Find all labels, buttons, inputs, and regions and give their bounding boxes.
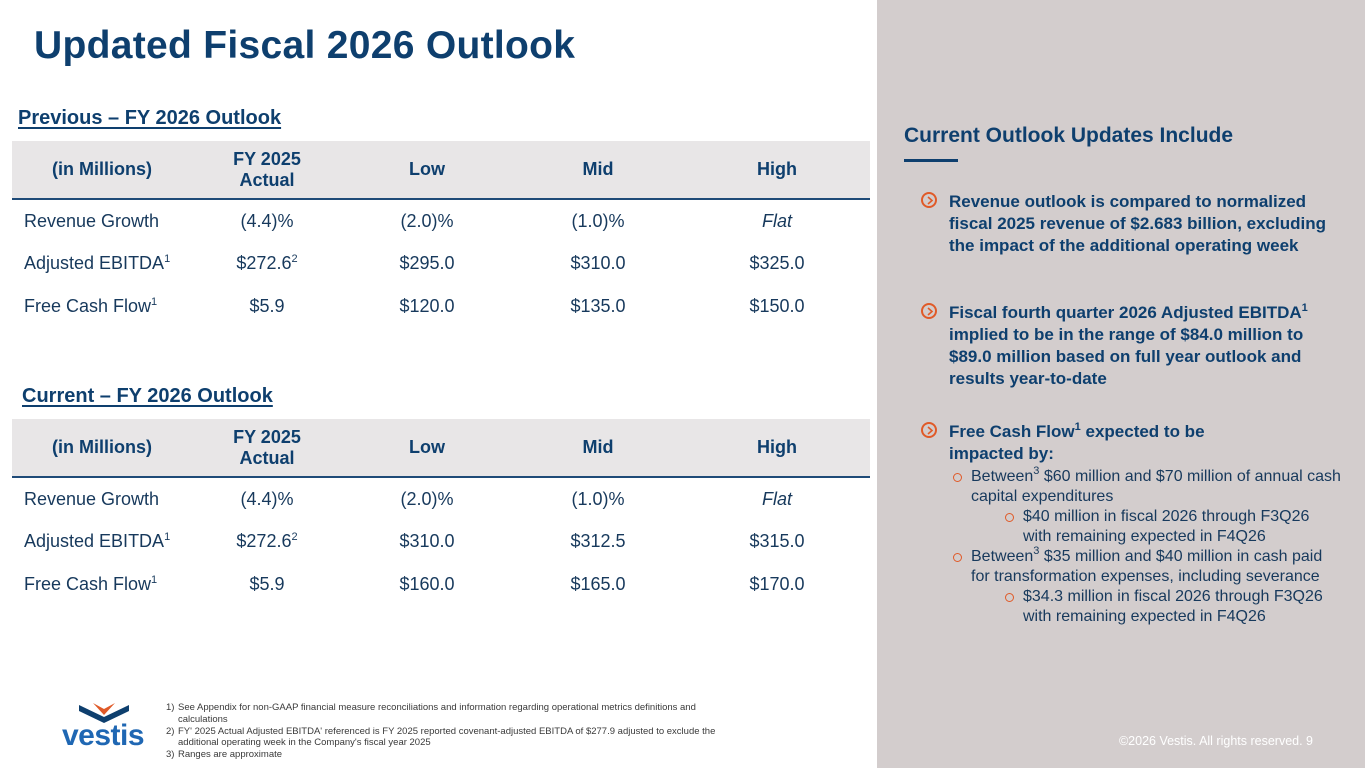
table-header-row: (in Millions) FY 2025 Actual Low Mid Hig… xyxy=(12,419,870,478)
header-cell: High xyxy=(684,141,870,200)
chevron-right-icon xyxy=(921,303,937,319)
row-label: Adjusted EBITDA1 xyxy=(24,253,171,273)
chevron-right-icon xyxy=(921,192,937,208)
current-outlook-heading: Current – FY 2026 Outlook xyxy=(22,385,273,407)
update-bullet-ebitda: Fiscal fourth quarter 2026 Adjusted EBIT… xyxy=(921,302,1341,390)
table-header-row: (in Millions) FY 2025 Actual Low Mid Hig… xyxy=(12,141,870,200)
actual-cell: (4.4)% xyxy=(240,210,294,231)
mid-cell: $165.0 xyxy=(570,574,626,594)
low-cell: (2.0)% xyxy=(400,488,454,509)
header-cell: FY 2025 Actual xyxy=(192,141,342,200)
table-row: Free Cash Flow1 $5.9 $120.0 $135.0 $150.… xyxy=(12,285,870,328)
table-row: Revenue Growth (4.4)% (2.0)% (1.0)% Flat xyxy=(12,477,870,520)
high-cell: Flat xyxy=(761,210,792,231)
mid-cell: $312.5 xyxy=(570,531,626,551)
chevron-right-icon xyxy=(921,422,937,438)
panel-heading-rule xyxy=(904,159,958,162)
update-bullet-revenue: Revenue outlook is compared to normalize… xyxy=(921,191,1341,257)
footnote: 2) FY' 2025 Actual Adjusted EBITDA' refer… xyxy=(166,725,716,749)
list-item: $34.3 million in fiscal 2026 through F3Q… xyxy=(1003,587,1341,627)
header-cell: (in Millions) xyxy=(12,141,192,200)
table-row: Adjusted EBITDA1 $272.62 $310.0 $312.5 $… xyxy=(12,520,870,563)
row-label: Free Cash Flow1 xyxy=(24,574,158,594)
high-cell: Flat xyxy=(761,488,792,509)
logo-wordmark: vestis xyxy=(62,719,145,752)
current-outlook-table: (in Millions) FY 2025 Actual Low Mid Hig… xyxy=(12,419,870,606)
mid-cell: (1.0)% xyxy=(571,488,625,509)
footnote: 3) Ranges are approximate xyxy=(166,749,283,761)
panel-heading: Current Outlook Updates Include xyxy=(904,124,1234,147)
row-label: Revenue Growth xyxy=(24,210,160,231)
table-row: Free Cash Flow1 $5.9 $160.0 $165.0 $170.… xyxy=(12,563,870,606)
header-cell: High xyxy=(684,419,870,478)
free-cash-flow-sub-list: Between3 $60 million and $70 million of … xyxy=(951,466,1341,627)
copyright-page-number: ©2026 Vestis. All rights reserved. 9 xyxy=(1118,734,1313,748)
right-panel xyxy=(877,0,1365,768)
mid-cell: $135.0 xyxy=(570,296,626,316)
low-cell: $120.0 xyxy=(399,296,455,316)
bullet-text: Fiscal fourth quarter 2026 Adjusted EBIT… xyxy=(949,302,1308,389)
table-row: Adjusted EBITDA1 $272.62 $295.0 $310.0 $… xyxy=(12,242,870,285)
high-cell: $150.0 xyxy=(749,296,805,316)
update-bullet-free-cash-flow: Free Cash Flow1 expected to be impacted … xyxy=(921,421,1341,627)
low-cell: $160.0 xyxy=(399,574,455,594)
low-cell: $310.0 xyxy=(399,531,455,551)
table-row: Revenue Growth (4.4)% (2.0)% (1.0)% Flat xyxy=(12,199,870,242)
previous-outlook-table: (in Millions) FY 2025 Actual Low Mid Hig… xyxy=(12,141,870,328)
row-label: Adjusted EBITDA1 xyxy=(24,531,171,551)
row-label: Revenue Growth xyxy=(24,488,160,509)
header-cell: Mid xyxy=(512,141,684,200)
high-cell: $170.0 xyxy=(749,574,805,594)
header-cell: Low xyxy=(342,141,512,200)
high-cell: $325.0 xyxy=(749,253,805,273)
header-cell: Low xyxy=(342,419,512,478)
low-cell: (2.0)% xyxy=(400,210,454,231)
list-item: $40 million in fiscal 2026 through F3Q26… xyxy=(1003,507,1341,547)
footnotes: 1) See Appendix for non-GAAP financial me… xyxy=(166,702,726,761)
bullet-text: Free Cash Flow1 expected to be impacted … xyxy=(949,421,1205,464)
previous-outlook-heading: Previous – FY 2026 Outlook xyxy=(18,107,282,129)
logo-mark-icon xyxy=(79,703,129,723)
actual-cell: (4.4)% xyxy=(240,488,294,509)
header-cell: Mid xyxy=(512,419,684,478)
high-cell: $315.0 xyxy=(749,531,805,551)
actual-cell: $5.9 xyxy=(249,296,285,316)
page-title: Updated Fiscal 2026 Outlook xyxy=(34,24,576,67)
footnote: 1) See Appendix for non-GAAP financial me… xyxy=(166,702,696,725)
actual-cell: $5.9 xyxy=(249,574,285,594)
vestis-logo: vestis xyxy=(62,703,146,752)
list-item: Between3 $35 million and $40 million in … xyxy=(951,546,1341,587)
list-item: Between3 $60 million and $70 million of … xyxy=(951,466,1341,507)
row-label: Free Cash Flow1 xyxy=(24,296,158,316)
low-cell: $295.0 xyxy=(399,253,455,273)
actual-cell: $272.62 xyxy=(236,253,298,273)
header-cell: (in Millions) xyxy=(12,419,192,478)
mid-cell: (1.0)% xyxy=(571,210,625,231)
mid-cell: $310.0 xyxy=(570,253,626,273)
bullet-text: Revenue outlook is compared to normalize… xyxy=(949,192,1326,255)
header-cell: FY 2025 Actual xyxy=(192,419,342,478)
actual-cell: $272.62 xyxy=(236,531,298,551)
